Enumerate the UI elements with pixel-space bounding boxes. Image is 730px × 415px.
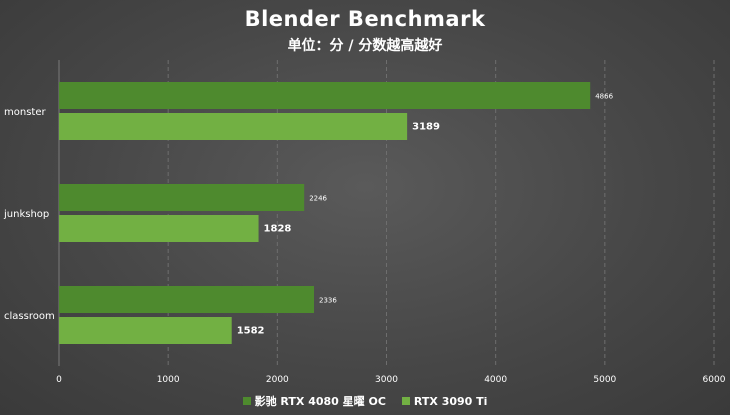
bar — [59, 215, 259, 242]
bar — [59, 82, 591, 109]
legend-label-series-1: 影驰 RTX 4080 星曜 OC — [254, 395, 386, 408]
data-label: 2246 — [309, 195, 327, 203]
legend-item-series-2: RTX 3090 Ti — [401, 393, 488, 409]
x-tick-label: 5000 — [593, 375, 616, 385]
data-label: 3189 — [412, 122, 440, 133]
chart-title: Blender Benchmark — [244, 7, 486, 31]
bar — [59, 317, 232, 344]
chart-subtitle: 单位：分 / 分数越高越好 — [287, 38, 443, 54]
category-label: junkshop — [3, 209, 49, 220]
x-tick-label: 0 — [56, 375, 62, 385]
bar — [59, 286, 315, 313]
data-label: 1828 — [264, 224, 292, 235]
data-label: 2336 — [319, 297, 337, 305]
x-tick-label: 3000 — [375, 375, 398, 385]
bar — [59, 113, 408, 140]
category-label: classroom — [4, 311, 55, 322]
data-label: 4866 — [595, 93, 613, 101]
x-tick-label: 1000 — [157, 375, 180, 385]
bar — [59, 184, 305, 211]
legend: 影驰 RTX 4080 星曜 OC RTX 3090 Ti — [0, 393, 730, 409]
legend-item-series-1: 影驰 RTX 4080 星曜 OC — [242, 393, 386, 409]
data-label: 1582 — [237, 326, 265, 337]
category-label: monster — [4, 107, 46, 118]
legend-label-series-2: RTX 3090 Ti — [413, 394, 488, 408]
x-tick-label: 4000 — [484, 375, 507, 385]
legend-swatch-series-1 — [242, 397, 251, 405]
x-tick-label: 6000 — [703, 375, 726, 385]
legend-swatch-series-2 — [401, 397, 410, 405]
x-tick-label: 2000 — [266, 375, 289, 385]
